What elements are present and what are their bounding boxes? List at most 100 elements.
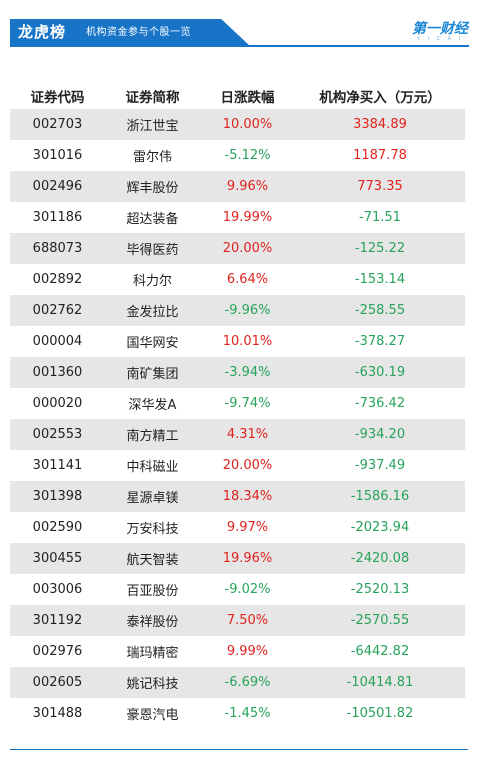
header: 龙虎榜 机构资金参与个股一览 第一财经 Y I C A I <box>0 0 479 48</box>
page-title: 龙虎榜 <box>18 23 67 41</box>
stock-name: 金发拉比 <box>126 305 179 320</box>
institution-net-buy: -2520.13 <box>350 582 410 597</box>
daily-change: 7.50% <box>226 613 269 628</box>
table-row: 002496 辉丰股份 9.96% 773.35 <box>10 171 465 202</box>
stock-code: 002553 <box>32 427 83 442</box>
column-header-change: 日涨跌幅 <box>220 90 275 106</box>
header-rule <box>10 45 469 47</box>
stock-code: 301016 <box>32 148 83 163</box>
stock-name: 超达装备 <box>126 212 179 227</box>
institution-net-buy: 773.35 <box>357 179 403 194</box>
daily-change: 4.31% <box>226 427 269 442</box>
daily-change: -9.74% <box>224 396 271 411</box>
stock-name: 科力尔 <box>132 274 172 289</box>
table-row: 002762 金发拉比 -9.96% -258.55 <box>10 295 465 326</box>
stock-code: 301192 <box>32 613 83 628</box>
daily-change: 9.99% <box>226 644 269 659</box>
stock-code: 002590 <box>32 520 83 535</box>
institution-net-buy: -71.51 <box>359 210 401 225</box>
institution-net-buy: -630.19 <box>354 365 406 380</box>
table-header: 证券代码 证券简称 日涨跌幅 机构净买入（万元） <box>10 83 465 109</box>
table-row: 688073 毕得医药 20.00% -125.22 <box>10 233 465 264</box>
daily-change: -5.12% <box>224 148 271 163</box>
stock-name: 瑞玛精密 <box>126 646 179 661</box>
stock-code: 688073 <box>32 241 83 256</box>
table-row: 002553 南方精工 4.31% -934.20 <box>10 419 465 450</box>
stock-name: 航天智装 <box>126 553 179 568</box>
daily-change: -6.69% <box>224 675 271 690</box>
stock-code: 000020 <box>32 396 83 411</box>
table-row: 301016 雷尔伟 -5.12% 1187.78 <box>10 140 465 171</box>
stock-code: 301398 <box>32 489 83 504</box>
daily-change: 9.97% <box>226 520 269 535</box>
institution-net-buy: -10501.82 <box>346 706 414 721</box>
stock-name: 星源卓镁 <box>126 491 179 506</box>
stock-code: 300455 <box>32 551 83 566</box>
stock-name: 辉丰股份 <box>126 181 179 196</box>
table-row: 301192 泰祥股份 7.50% -2570.55 <box>10 605 465 636</box>
daily-change: 19.96% <box>222 551 273 566</box>
table-row: 301488 豪恩汽电 -1.45% -10501.82 <box>10 698 465 729</box>
stock-name: 深华发A <box>128 398 177 413</box>
column-header-name: 证券简称 <box>125 90 180 106</box>
institution-net-buy: 3384.89 <box>353 117 407 132</box>
table-body: 002703 浙江世宝 10.00% 3384.89 301016 雷尔伟 -5.12% 11… <box>10 109 465 729</box>
institution-net-buy: -937.49 <box>354 458 406 473</box>
logo-subtext: Y I C A I <box>416 36 464 42</box>
table-row: 002976 瑞玛精密 9.99% -6442.82 <box>10 636 465 667</box>
institution-table: 证券代码 证券简称 日涨跌幅 机构净买入（万元） 002703 浙江世宝 10.00… <box>10 83 465 729</box>
table-row: 000004 国华网安 10.01% -378.27 <box>10 326 465 357</box>
stock-name: 百亚股份 <box>126 584 179 599</box>
table-row: 002605 姚记科技 -6.69% -10414.81 <box>10 667 465 698</box>
column-header-code: 证券代码 <box>30 90 85 106</box>
stock-code: 301141 <box>32 458 83 473</box>
daily-change: 9.96% <box>226 179 269 194</box>
stock-name: 豪恩汽电 <box>126 708 179 723</box>
table-row: 002892 科力尔 6.64% -153.14 <box>10 264 465 295</box>
stock-name: 泰祥股份 <box>126 615 179 630</box>
stock-code: 301186 <box>32 210 83 225</box>
stock-code: 002892 <box>32 272 83 287</box>
table-row: 301186 超达装备 19.99% -71.51 <box>10 202 465 233</box>
stock-code: 002703 <box>32 117 83 132</box>
table-row: 003006 百亚股份 -9.02% -2520.13 <box>10 574 465 605</box>
daily-change: 10.00% <box>222 117 273 132</box>
stock-name: 毕得医药 <box>126 243 179 258</box>
logo-text: 第一财经 <box>412 21 468 37</box>
stock-code: 001360 <box>32 365 83 380</box>
stock-name: 中科磁业 <box>126 460 179 475</box>
daily-change: 10.01% <box>222 334 273 349</box>
institution-net-buy: -258.55 <box>354 303 406 318</box>
stock-name: 万安科技 <box>126 522 179 537</box>
daily-change: 19.99% <box>222 210 273 225</box>
table-row: 002590 万安科技 9.97% -2023.94 <box>10 512 465 543</box>
column-header-net-buy: 机构净买入（万元） <box>319 90 441 106</box>
institution-net-buy: -1586.16 <box>350 489 410 504</box>
table-row: 001360 南矿集团 -3.94% -630.19 <box>10 357 465 388</box>
stock-name: 姚记科技 <box>126 677 179 692</box>
daily-change: -9.02% <box>224 582 271 597</box>
table-row: 301398 星源卓镁 18.34% -1586.16 <box>10 481 465 512</box>
institution-net-buy: -6442.82 <box>350 644 410 659</box>
daily-change: 20.00% <box>222 241 273 256</box>
daily-change: 6.64% <box>226 272 269 287</box>
daily-change: 18.34% <box>222 489 273 504</box>
stock-name: 南方精工 <box>126 429 179 444</box>
table-row: 000020 深华发A -9.74% -736.42 <box>10 388 465 419</box>
stock-code: 002496 <box>32 179 83 194</box>
stock-code: 002762 <box>32 303 83 318</box>
institution-net-buy: -378.27 <box>354 334 406 349</box>
daily-change: -1.45% <box>224 706 271 721</box>
stock-code: 002976 <box>32 644 83 659</box>
table-row: 002703 浙江世宝 10.00% 3384.89 <box>10 109 465 140</box>
yicai-logo: 第一财经 Y I C A I <box>412 21 468 43</box>
daily-change: -9.96% <box>224 303 271 318</box>
header-band <box>10 19 250 46</box>
institution-net-buy: -2570.55 <box>350 613 410 628</box>
stock-name: 雷尔伟 <box>132 150 172 165</box>
institution-net-buy: -10414.81 <box>346 675 414 690</box>
stock-name: 南矿集团 <box>126 367 179 382</box>
stock-code: 301488 <box>32 706 83 721</box>
institution-net-buy: -2420.08 <box>350 551 410 566</box>
